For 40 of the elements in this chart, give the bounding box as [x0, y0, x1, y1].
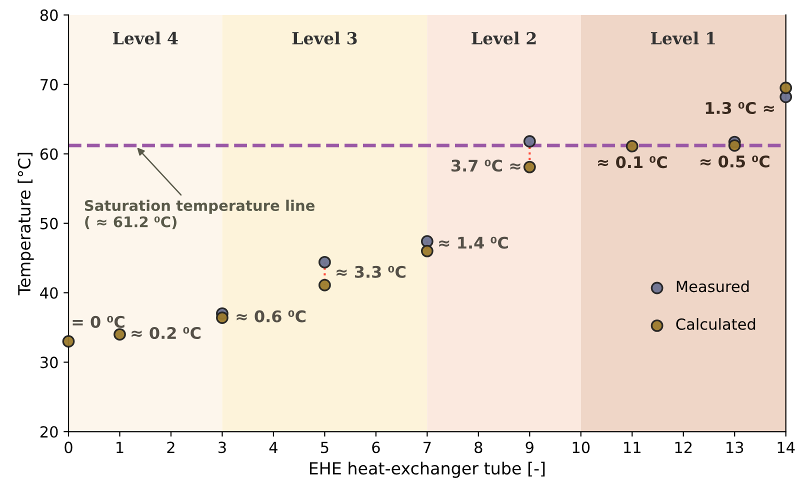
annotation: = 0 ⁰C	[72, 316, 124, 328]
x-tick-label: 4	[269, 442, 278, 453]
x-tick-label: 13	[726, 442, 744, 454]
annotation: ≈ 3.3 ⁰C	[336, 266, 406, 278]
annotation: ≈ 1.4 ⁰C	[439, 236, 508, 249]
annotation: ≈ 0.5 ⁰C	[700, 155, 770, 168]
ref-line-label: Saturation temperature line ( ≈ 61.2 ⁰C)	[84, 200, 315, 230]
annotation: ≈ 0.2 ⁰C	[132, 326, 200, 340]
y-tick-label: 80	[40, 9, 58, 21]
band-label: Level 2	[472, 32, 536, 45]
y-tick-label: 70	[40, 78, 58, 90]
legend-label: Calculated	[676, 318, 756, 330]
band-label: Level 3	[292, 32, 357, 45]
y-axis-title: Temperature [°C]	[18, 152, 34, 296]
legend-label: Measured	[676, 280, 749, 292]
x-tick-label: 8	[474, 442, 482, 454]
x-tick-label: 1	[116, 442, 124, 453]
x-tick-label: 5	[321, 442, 328, 454]
x-tick-label: 12	[675, 442, 692, 453]
x-tick-label: 9	[526, 442, 534, 454]
x-tick-label: 14	[778, 442, 795, 453]
band-label: Level 4	[112, 32, 178, 45]
annotation: 3.7 ⁰C ≈	[452, 160, 520, 172]
x-tick-label: 7	[424, 442, 431, 453]
y-tick-label: 40	[40, 287, 58, 299]
x-axis-title: EHE heat-exchanger tube [-]	[310, 462, 545, 478]
y-tick-label: 50	[40, 218, 58, 230]
x-tick-label: 10	[572, 442, 590, 454]
y-tick-label: 30	[40, 356, 58, 368]
x-tick-label: 6	[372, 442, 380, 454]
x-tick-label: 11	[624, 442, 640, 453]
y-tick-label: 20	[40, 426, 58, 438]
band-label: Level 1	[650, 32, 715, 45]
x-tick-label: 0	[64, 442, 72, 454]
x-tick-label: 2	[167, 442, 174, 453]
annotation: 1.3 ⁰C ≈	[706, 102, 774, 114]
y-tick-label: 60	[40, 148, 58, 160]
x-tick-label: 3	[218, 442, 226, 454]
annotation: ≈ 0.6 ⁰C	[236, 310, 306, 322]
annotation: ≈ 0.1 ⁰C	[598, 156, 667, 168]
